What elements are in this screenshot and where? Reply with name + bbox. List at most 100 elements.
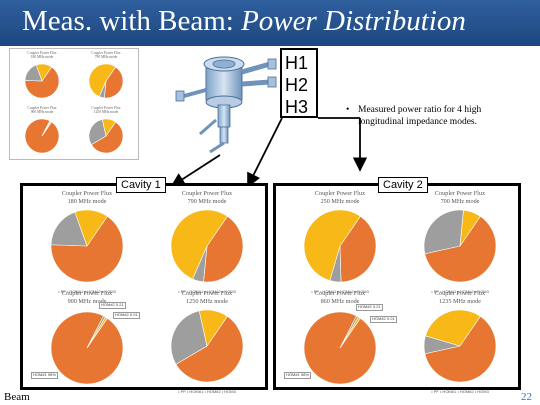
callout-hom2-a: HOM#2 0.21: [99, 302, 126, 309]
pie-slice-pf: [339, 215, 377, 283]
title-italic: Power Distribution: [241, 5, 466, 37]
thumb-title-1b: 180 MHz mode: [30, 55, 54, 59]
cavity2-chart-2: Coupler Power Flux 700 MHz mode • PF • H…: [402, 188, 518, 294]
callout-hom2-b: HOM#2 0.01: [370, 316, 397, 323]
pie-slice-hom2: [41, 120, 53, 137]
thumb-title-3a: Coupler Power Flux: [27, 106, 57, 110]
cavity2-label: Cavity 2: [378, 177, 428, 193]
cavity2-chart-3: Coupler Power Flux 860 MHz mode HOM#2 0.…: [282, 288, 398, 388]
chart-legend: • PF • HOM#1 • HOM#2 • HOM3: [178, 389, 236, 394]
pie-chart: [423, 309, 497, 383]
pie-slice-hom2: [74, 209, 108, 247]
cavity1-chart-2: Coupler Power Flux 790 MHz mode • PF • H…: [149, 188, 265, 294]
pie-slice-pf: [424, 215, 497, 283]
thumb-pie-4: [88, 118, 124, 154]
title-bar: [0, 0, 540, 46]
pie-chart: [170, 209, 244, 283]
pie-slice-pf: [424, 315, 497, 383]
thumbnail-panel: Coupler Power Flux 180 MHz mode Coupler …: [9, 48, 139, 160]
chart-title: Coupler Power Flux: [434, 290, 486, 297]
chart-subtitle: 900 MHz mode: [67, 298, 107, 305]
chart-legend: • PF • HOM#1 • HOM#2 • HOM3: [178, 289, 236, 294]
cavity2-panel: Coupler Power Flux 250 MHz mode • PF • H…: [273, 183, 521, 394]
h-labels-box: H1 H2 H3: [280, 48, 318, 118]
pie-slice-pf: [24, 66, 60, 99]
pie-slice-hom2: [198, 309, 228, 347]
cavity2-chart-4: Coupler Power Flux 1235 MHz mode • PF • …: [402, 288, 518, 394]
footer-left: Beam: [4, 391, 30, 403]
chart-legend: • PF • HOM#1 • HOM#2 • HOM3: [431, 289, 489, 294]
chart-legend: • PF • HOM#1 • HOM#2 • HOM3: [58, 289, 116, 294]
pie-slice-hom1: [88, 119, 107, 146]
pie-slice-hom2: [170, 209, 228, 280]
pie-slice-pf: [175, 315, 244, 383]
arrow-cavity1-b: [247, 117, 283, 188]
thumb-pie-3: [24, 118, 60, 154]
pie-slice-hom1: [423, 209, 464, 255]
arrow-cavity1: [170, 154, 221, 187]
pie-chart: [50, 311, 124, 385]
bullet-text: Measured power ratio for 4 high longitud…: [358, 105, 482, 127]
label-h3: H3: [285, 97, 309, 117]
label-h2: H2: [285, 75, 309, 95]
thumb-title-2b: 790 MHz mode: [94, 55, 118, 59]
chart-legend: • PF • HOM#1 • HOM#2 • HOM3: [431, 389, 489, 394]
pie-slice-pf: [50, 215, 124, 283]
pie-chart: [303, 311, 377, 385]
pie-slice-pf: [104, 66, 124, 99]
chart-title: Coupler Power Flux: [314, 190, 366, 197]
chart-subtitle: 790 MHz mode: [187, 198, 227, 205]
chart-title: Coupler Power Flux: [181, 190, 233, 197]
cavity1-label: Cavity 1: [116, 177, 166, 193]
pie-chart: [50, 209, 124, 283]
thumb-chart-4: Coupler Power Flux 1250 MHz mode: [76, 106, 136, 158]
pie-slice-hom2: [35, 63, 53, 82]
chart-subtitle: 250 MHz mode: [320, 198, 360, 205]
pie-slice-hom2: [425, 309, 481, 347]
bullet-marker: •: [346, 105, 350, 115]
callout-hom1: HOM#1 98%: [31, 372, 58, 379]
thumb-chart-2: Coupler Power Flux 790 MHz mode: [76, 51, 136, 103]
cavity2-chart-1: Coupler Power Flux 250 MHz mode • PF • H…: [282, 188, 398, 294]
cavity1-chart-4: Coupler Power Flux 1250 MHz mode • PF • …: [149, 288, 265, 394]
pie-slice-pf: [203, 215, 244, 283]
bullet-item: • Measured power ratio for 4 high longit…: [346, 104, 518, 128]
pie-chart: [423, 209, 497, 283]
chart-title: Coupler Power Flux: [61, 290, 113, 297]
label-h1: H1: [285, 53, 309, 73]
chart-subtitle: 180 MHz mode: [67, 198, 107, 205]
chart-title: Coupler Power Flux: [434, 190, 486, 197]
cavity1-chart-3: Coupler Power Flux 900 MHz mode HOM#2 0.…: [29, 288, 145, 388]
pie-chart: [303, 209, 377, 283]
chart-subtitle: 1250 MHz mode: [186, 298, 228, 305]
callout-hom2-a: HOM#2 0.21: [356, 304, 383, 311]
slide-title: Meas. with Beam: Power Distribution: [22, 5, 466, 38]
thumb-title-2a: Coupler Power Flux: [91, 51, 121, 55]
chart-title: Coupler Power Flux: [181, 290, 233, 297]
thumb-title-4b: 1250 MHz mode: [93, 110, 119, 114]
thumb-chart-1: Coupler Power Flux 180 MHz mode: [12, 51, 72, 103]
pie-slice-hom2: [339, 316, 361, 349]
chart-legend: • PF • HOM#1 • HOM#2 • HOM3: [311, 289, 369, 294]
callout-hom1: HOM#1 98%: [284, 372, 311, 379]
chart-title: Coupler Power Flux: [314, 290, 366, 297]
pie-slice-hom1: [50, 211, 88, 247]
cavity1-panel: Coupler Power Flux 180 MHz mode • PF • H…: [20, 183, 268, 394]
thumb-title-3b: 900 MHz mode: [30, 110, 54, 114]
chart-title: Coupler Power Flux: [61, 190, 113, 197]
pie-slice-hom2: [459, 209, 481, 247]
chart-subtitle: 700 MHz mode: [440, 198, 480, 205]
chart-subtitle: 860 MHz mode: [320, 298, 360, 305]
thumb-title-4a: Coupler Power Flux: [91, 106, 121, 110]
pie-slice-hom2: [88, 63, 117, 97]
pie-slice-hom2: [86, 316, 108, 349]
cavity1-chart-1: Coupler Power Flux 180 MHz mode • PF • H…: [29, 188, 145, 294]
callout-hom2-b: HOM#2 0.01: [113, 312, 140, 319]
title-main: Meas. with Beam:: [22, 5, 234, 37]
pie-slice-hom1: [170, 310, 208, 365]
pie-slice-hom2: [303, 209, 361, 281]
pie-chart: [170, 309, 244, 383]
thumb-pie-1: [24, 63, 60, 99]
thumb-pie-2: [88, 63, 124, 99]
